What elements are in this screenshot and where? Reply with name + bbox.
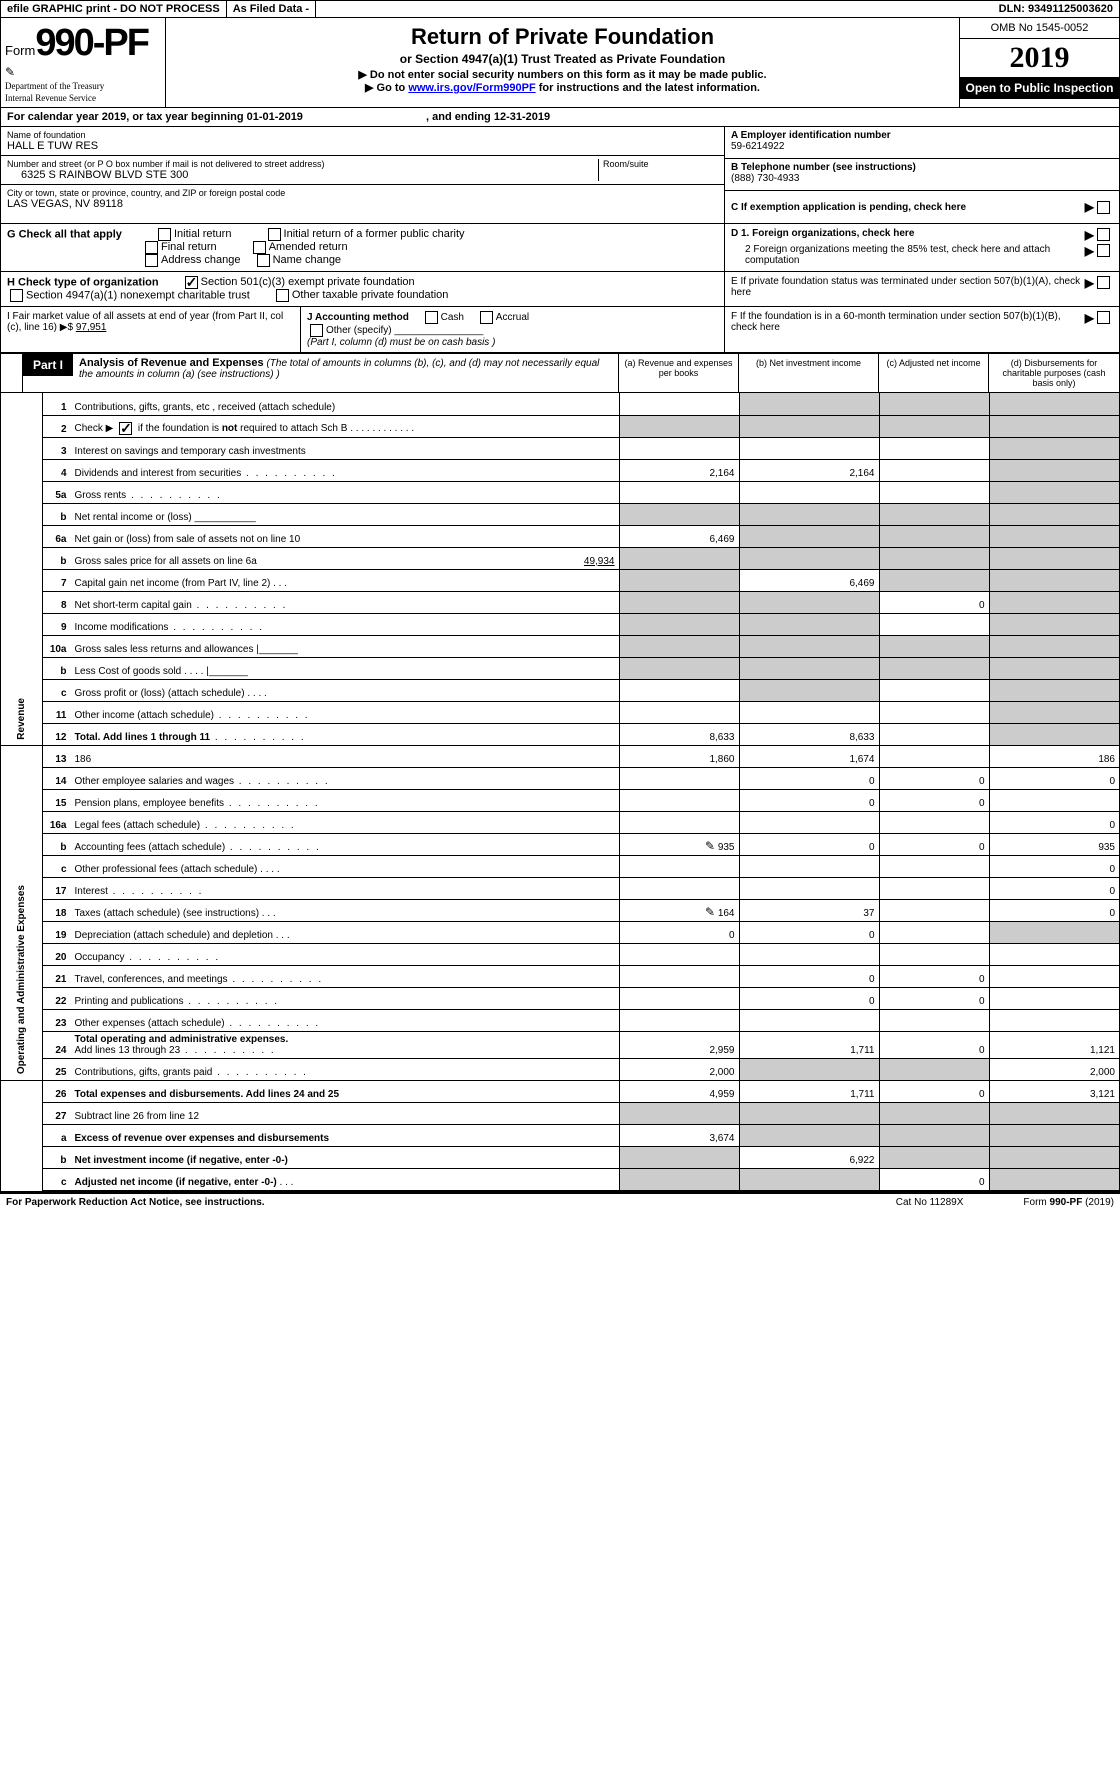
dept-irs: Internal Revenue Service [5, 93, 161, 103]
dept-treasury: Department of the Treasury [5, 81, 161, 91]
phone: (888) 730-4933 [731, 173, 1113, 184]
col-b-hdr: (b) Net investment income [739, 354, 879, 393]
checkbox-amended[interactable] [253, 241, 266, 254]
section-e: E If private foundation status was termi… [724, 272, 1119, 307]
col-c-hdr: (c) Adjusted net income [879, 354, 989, 393]
phone-cell: B Telephone number (see instructions) (8… [725, 159, 1119, 191]
revenue-label: Revenue [1, 393, 43, 745]
checkbox-address[interactable] [145, 254, 158, 267]
section-c: C If exemption application is pending, c… [725, 191, 1119, 223]
section-ij: I Fair market value of all assets at end… [1, 307, 1119, 354]
form-container: efile GRAPHIC print - DO NOT PROCESS As … [0, 0, 1120, 1192]
fmv-value: 97,951 [76, 322, 107, 333]
checkbox-cash[interactable] [425, 311, 438, 324]
omb-number: OMB No 1545-0052 [960, 18, 1119, 39]
footer: For Paperwork Reduction Act Notice, see … [0, 1192, 1120, 1211]
address-cell: Number and street (or P O box number if … [1, 156, 724, 185]
year-end: 12-31-2019 [494, 111, 550, 123]
section-g: G Check all that apply Initial return In… [1, 224, 1119, 272]
part-label: Part I [23, 354, 73, 376]
checkbox-initial[interactable] [158, 228, 171, 241]
checkbox-name[interactable] [257, 254, 270, 267]
pen-icon: ✎ [705, 905, 715, 919]
header: Form990-PF ✎ Department of the Treasury … [1, 18, 1119, 108]
checkbox-initial-former[interactable] [268, 228, 281, 241]
form-subtitle: or Section 4947(a)(1) Trust Treated as P… [172, 52, 953, 66]
pen-icon: ✎ [705, 839, 715, 853]
section-h: H Check type of organization Section 501… [1, 272, 1119, 307]
year-begin: 01-01-2019 [247, 111, 303, 123]
street-address: 6325 S RAINBOW BLVD STE 300 [7, 169, 598, 181]
arrow-icon: ▶ [1085, 200, 1094, 214]
checkbox-other-tax[interactable] [276, 289, 289, 302]
header-mid: Return of Private Foundation or Section … [166, 18, 959, 107]
info-right: A Employer identification number 59-6214… [724, 127, 1119, 223]
checkbox-d1[interactable] [1097, 228, 1110, 241]
form-prefix: Form [5, 43, 35, 58]
form-number: 990-PF [35, 22, 148, 64]
as-filed: As Filed Data - [227, 1, 316, 17]
ein-cell: A Employer identification number 59-6214… [725, 127, 1119, 159]
checkbox-d2[interactable] [1097, 244, 1110, 257]
section-d: D 1. Foreign organizations, check here▶ … [724, 224, 1119, 272]
checkbox-f[interactable] [1097, 311, 1110, 324]
ein: 59-6214922 [731, 141, 1113, 152]
header-right: OMB No 1545-0052 2019 Open to Public Ins… [959, 18, 1119, 107]
part1-desc: Analysis of Revenue and Expenses (The to… [73, 354, 619, 393]
foundation-name-cell: Name of foundation HALL E TUW RES [1, 127, 724, 156]
header-left: Form990-PF ✎ Department of the Treasury … [1, 18, 166, 107]
section-f: F If the foundation is in a 60-month ter… [724, 307, 1119, 352]
instruction-2: ▶ Go to www.irs.gov/Form990PF for instru… [172, 81, 953, 94]
open-public: Open to Public Inspection [960, 77, 1119, 99]
efile-notice: efile GRAPHIC print - DO NOT PROCESS [1, 1, 227, 17]
part1-header: Part I Analysis of Revenue and Expenses … [1, 354, 1119, 393]
revenue-table: Revenue 1Contributions, gifts, grants, e… [1, 393, 1119, 1191]
city-cell: City or town, state or province, country… [1, 185, 724, 213]
section-j: J Accounting method Cash Accrual Other (… [301, 307, 724, 352]
checkbox-final[interactable] [145, 241, 158, 254]
topbar: efile GRAPHIC print - DO NOT PROCESS As … [1, 1, 1119, 18]
checkbox-4947[interactable] [10, 289, 23, 302]
footer-form: Form 990-PF (2019) [1023, 1197, 1114, 1208]
checkbox-schb[interactable] [119, 422, 132, 435]
foundation-name: HALL E TUW RES [7, 140, 718, 152]
footer-cat: Cat No 11289X [896, 1197, 964, 1208]
dln: DLN: 93491125003620 [993, 1, 1119, 17]
city-state-zip: LAS VEGAS, NV 89118 [7, 198, 718, 210]
info-grid: Name of foundation HALL E TUW RES Number… [1, 127, 1119, 224]
expenses-label: Operating and Administrative Expenses [1, 745, 43, 1080]
irs-link[interactable]: www.irs.gov/Form990PF [408, 82, 535, 94]
checkbox-c[interactable] [1097, 201, 1110, 214]
checkbox-accrual[interactable] [480, 311, 493, 324]
form-title: Return of Private Foundation [172, 24, 953, 50]
info-left: Name of foundation HALL E TUW RES Number… [1, 127, 724, 223]
checkbox-501c3[interactable] [185, 276, 198, 289]
col-d-hdr: (d) Disbursements for charitable purpose… [989, 354, 1119, 393]
section-i: I Fair market value of all assets at end… [1, 307, 301, 352]
tax-year: 2019 [960, 39, 1119, 77]
checkbox-e[interactable] [1097, 276, 1110, 289]
calendar-year-row: For calendar year 2019, or tax year begi… [1, 108, 1119, 127]
pen-icon: ✎ [5, 65, 161, 79]
checkbox-other-method[interactable] [310, 324, 323, 337]
col-a-hdr: (a) Revenue and expenses per books [619, 354, 739, 393]
instruction-1: ▶ Do not enter social security numbers o… [172, 68, 953, 81]
footer-left: For Paperwork Reduction Act Notice, see … [6, 1197, 265, 1208]
